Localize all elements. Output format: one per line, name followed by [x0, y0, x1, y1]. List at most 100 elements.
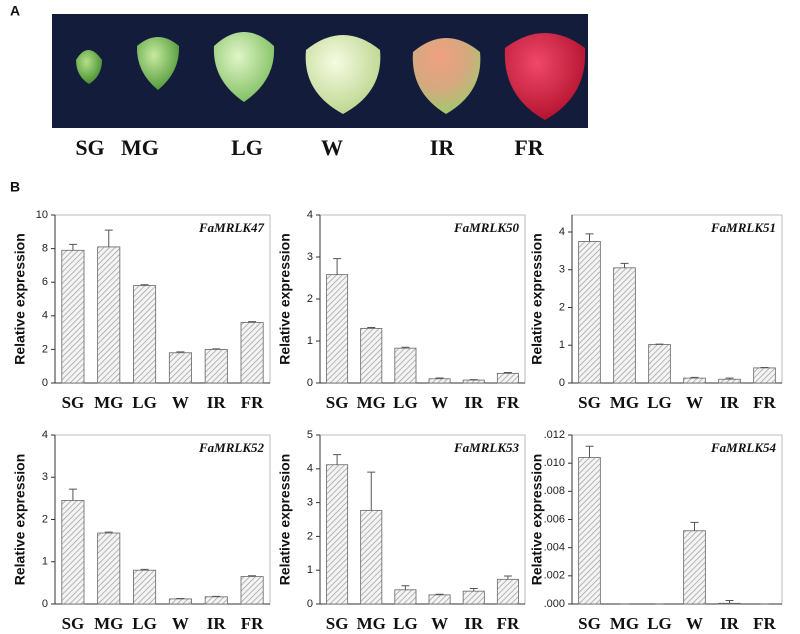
- x-tick-label: SG: [578, 614, 601, 633]
- y-tick-label: 2: [42, 513, 48, 525]
- y-tick-label: 4: [307, 463, 313, 475]
- error-bar: [367, 327, 376, 329]
- bar: [168, 598, 192, 605]
- y-tick-label: .002: [544, 570, 565, 582]
- bar: [204, 348, 228, 384]
- x-tick-label: LG: [393, 614, 418, 633]
- y-tick-label: 1: [307, 335, 313, 347]
- y-tick-label: 1: [42, 556, 48, 568]
- error-bar: [333, 258, 342, 275]
- bar: [326, 464, 349, 605]
- bar: [326, 274, 349, 384]
- y-axis-title: Relative expression: [277, 454, 293, 586]
- y-axis-title: Relative expression: [529, 454, 545, 586]
- plot-frame: [571, 214, 783, 384]
- chart-title: FaMRLK54: [710, 440, 777, 455]
- x-tick-label: LG: [393, 393, 418, 412]
- y-axis-title: Relative expression: [12, 454, 28, 586]
- bar: [462, 590, 485, 605]
- error-bar: [401, 346, 410, 349]
- x-tick-label: SG: [62, 614, 85, 633]
- bar: [61, 249, 85, 384]
- x-tick-label: W: [431, 393, 448, 412]
- y-tick-label: 0: [42, 377, 48, 389]
- x-tick-label: FR: [241, 393, 264, 412]
- y-tick-label: 4: [307, 209, 313, 221]
- y-tick-label: .006: [544, 513, 565, 525]
- x-tick-label: MG: [357, 614, 386, 633]
- x-tick-label: FR: [241, 614, 264, 633]
- bar: [428, 594, 451, 605]
- chart-title: FaMRLK47: [198, 220, 265, 235]
- y-tick-label: .004: [544, 542, 565, 554]
- bar: [496, 578, 519, 605]
- error-bar: [68, 488, 77, 501]
- bar: [240, 576, 264, 605]
- error-bar: [503, 575, 512, 580]
- y-tick-label: 3: [307, 497, 313, 509]
- y-axis-title: Relative expression: [277, 233, 293, 365]
- bar: [240, 322, 264, 384]
- bar: [97, 246, 121, 384]
- y-tick-label: 6: [42, 276, 48, 288]
- x-tick-label: MG: [94, 393, 123, 412]
- bar: [61, 500, 85, 605]
- bar: [683, 530, 706, 605]
- error-bar: [585, 233, 594, 242]
- bar: [360, 509, 383, 605]
- panel-label: A: [10, 3, 20, 19]
- bar: [204, 596, 228, 605]
- x-tick-label: IR: [207, 614, 227, 633]
- x-tick-label: IR: [720, 614, 740, 633]
- y-tick-label: 2: [559, 301, 565, 313]
- chart-title: FaMRLK51: [710, 220, 776, 235]
- bar: [578, 241, 601, 384]
- x-tick-label: SG: [578, 393, 601, 412]
- error-bar: [725, 377, 734, 380]
- x-tick-label: SG: [62, 393, 85, 412]
- error-bar: [68, 243, 77, 251]
- error-bar: [333, 454, 342, 465]
- bar: [613, 267, 636, 384]
- x-tick-label: W: [431, 614, 448, 633]
- error-bar: [104, 531, 113, 534]
- strawberry-photo: [76, 32, 586, 120]
- stage-label: SG: [75, 135, 104, 160]
- y-tick-label: .012: [544, 429, 565, 441]
- y-axis-title: Relative expression: [529, 233, 545, 365]
- bar: [648, 344, 671, 384]
- error-bar: [690, 521, 699, 531]
- x-tick-label: MG: [610, 614, 639, 633]
- error-bar: [401, 585, 410, 590]
- y-tick-label: 5: [307, 429, 313, 441]
- y-tick-label: 0: [559, 377, 565, 389]
- bar: [97, 532, 121, 605]
- error-bar: [367, 471, 376, 511]
- y-tick-label: 8: [42, 243, 48, 255]
- error-bar: [140, 284, 149, 286]
- y-tick-label: 4: [559, 226, 565, 238]
- panel-label: B: [10, 179, 20, 195]
- x-tick-label: IR: [207, 393, 227, 412]
- error-bar: [435, 377, 444, 379]
- y-tick-label: .000: [544, 598, 565, 610]
- plot-frame: [571, 434, 783, 605]
- bar: [753, 367, 776, 384]
- error-bar: [503, 372, 512, 374]
- error-bar: [248, 321, 257, 323]
- chart-title: FaMRLK53: [453, 440, 520, 455]
- x-tick-label: LG: [132, 614, 157, 633]
- stage-label: MG: [121, 135, 159, 160]
- bar: [496, 372, 519, 384]
- x-tick-label: MG: [610, 393, 639, 412]
- y-tick-label: .010: [544, 457, 565, 469]
- x-tick-label: LG: [132, 393, 157, 412]
- y-tick-label: 3: [42, 471, 48, 483]
- error-bar: [140, 568, 149, 571]
- plot-frame: [319, 434, 526, 605]
- x-tick-label: FR: [497, 393, 520, 412]
- error-bar: [104, 229, 113, 247]
- bar: [133, 569, 157, 605]
- y-tick-label: 10: [36, 209, 48, 221]
